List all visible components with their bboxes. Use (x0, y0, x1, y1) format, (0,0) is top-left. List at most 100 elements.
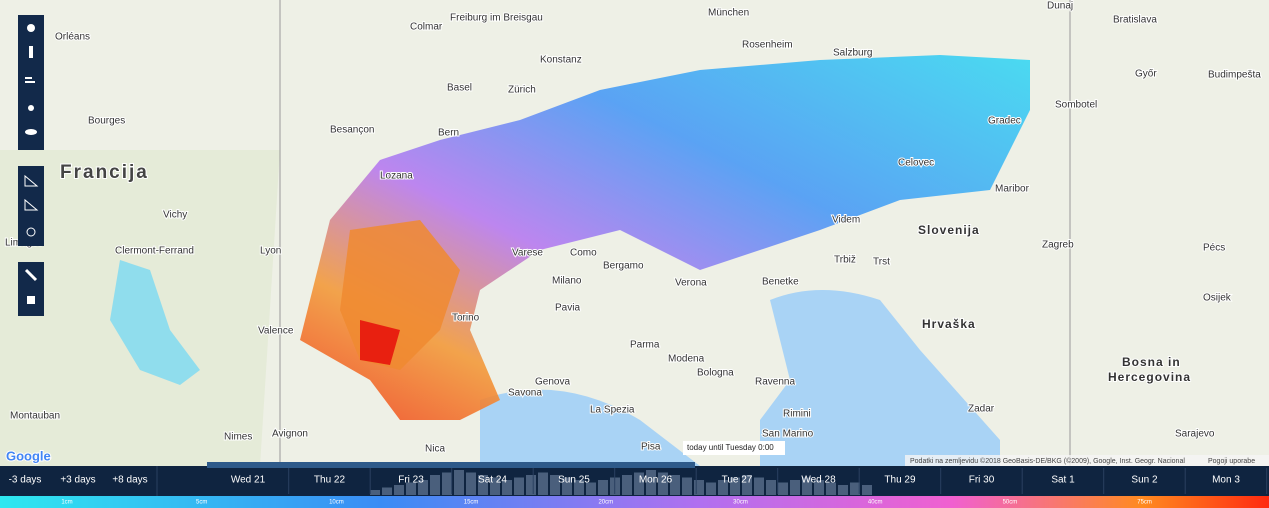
place-label: Osijek (1203, 293, 1232, 304)
wind-icon[interactable] (25, 77, 35, 83)
histogram-bar (430, 475, 440, 495)
day-label[interactable]: Sun 25 (558, 475, 590, 486)
place-label: Milano (552, 276, 582, 287)
place-label: Lyon (260, 246, 281, 257)
place-label: Torino (452, 313, 480, 324)
place-label: Konstanz (540, 55, 582, 66)
timeline-labels: -3 days +3 days +8 days Wed 21 Thu 22 Fri 23 S… (9, 466, 1268, 496)
histogram-bar (526, 475, 536, 495)
range-button[interactable]: -3 days (9, 475, 42, 486)
place-label: Budimpešta (1208, 70, 1261, 81)
day-label[interactable]: Wed 21 (231, 475, 266, 486)
day-label[interactable]: Tue 27 (722, 475, 753, 486)
day-label[interactable]: Wed 28 (801, 475, 836, 486)
day-label[interactable]: Mon 3 (1212, 475, 1240, 486)
place-label: La Spezia (590, 405, 635, 416)
histogram-bar (694, 480, 704, 495)
place-label: Maribor (995, 184, 1030, 195)
histogram-bar (418, 480, 428, 495)
histogram-bar (826, 482, 836, 495)
place-label: Basel (447, 83, 472, 94)
histogram-bar (406, 482, 416, 495)
snow-icon[interactable] (27, 24, 35, 32)
histogram-bar (478, 475, 488, 495)
legend-label: 75cm (1137, 500, 1152, 506)
toolbar (18, 15, 44, 316)
day-label[interactable]: Sun 2 (1131, 475, 1158, 486)
day-label[interactable]: Fri 30 (969, 475, 995, 486)
place-label: Lozana (380, 171, 413, 182)
day-label[interactable]: Sat 1 (1051, 475, 1075, 486)
place-label: Nica (425, 444, 445, 455)
range-button[interactable]: +3 days (60, 475, 95, 486)
aspect-icon[interactable] (24, 198, 39, 211)
snow-area (300, 55, 1030, 420)
histogram-bar (622, 475, 632, 495)
histogram-bar (850, 482, 860, 495)
day-label[interactable]: Sat 24 (478, 475, 507, 486)
sun-icon[interactable] (26, 227, 36, 237)
histogram-bar (502, 480, 512, 495)
histogram-bar (562, 477, 572, 495)
border (279, 0, 1071, 466)
toolbar-group (18, 166, 44, 246)
place-label: Bergamo (603, 261, 644, 272)
slope-icon[interactable] (24, 174, 39, 187)
place-label: Orléans (55, 32, 90, 43)
histogram-bar (814, 480, 824, 495)
day-label[interactable]: Thu 29 (884, 475, 916, 486)
temperature-icon[interactable] (29, 46, 33, 58)
place-label: Trst (873, 257, 890, 268)
country-label: Hrvaška (922, 317, 976, 331)
checkbox-icon[interactable] (27, 296, 35, 304)
histogram-bar (514, 477, 524, 495)
satellite-icon[interactable] (24, 268, 38, 282)
place-label: Pécs (1203, 243, 1225, 254)
legend-label: 50cm (1003, 500, 1018, 506)
timeline-selection (207, 462, 695, 468)
cloud-icon[interactable] (25, 129, 37, 135)
place-label: Valence (258, 326, 294, 337)
histogram-bar (802, 477, 812, 495)
day-label[interactable]: Fri 23 (398, 475, 424, 486)
place-label: Avignon (272, 429, 308, 440)
legend-label: 1cm (61, 500, 72, 506)
place-label: Montauban (10, 411, 60, 422)
histogram-bar (718, 480, 728, 495)
histogram-bar (838, 485, 848, 495)
rain-icon[interactable] (28, 105, 34, 111)
histogram-bar (790, 480, 800, 495)
histogram-bar (646, 470, 656, 495)
day-label[interactable]: Thu 22 (314, 475, 346, 486)
place-label: Pisa (641, 442, 661, 453)
histogram-bar (490, 477, 500, 495)
place-label: München (708, 8, 749, 19)
country-label: Slovenija (918, 223, 980, 237)
country-label: Bosna in (1122, 355, 1181, 369)
day-label[interactable]: Mon 26 (639, 475, 673, 486)
place-label: Como (570, 248, 597, 259)
sea (480, 290, 1000, 466)
histogram-bar (598, 480, 608, 495)
range-button[interactable]: +8 days (112, 475, 147, 486)
place-label: Genova (535, 377, 570, 388)
place-label: Modena (668, 354, 705, 365)
legend-label: 5cm (196, 500, 207, 506)
place-label: Benetke (762, 277, 799, 288)
place-label: Rosenheim (742, 40, 793, 51)
terms-link[interactable]: Pogoji uporabe (1208, 458, 1255, 465)
place-label: Bourges (88, 116, 125, 127)
place-label: Rimini (783, 409, 811, 420)
histogram-bar (466, 472, 476, 495)
place-label: Sombotel (1055, 100, 1097, 111)
place-label: Nimes (224, 432, 252, 443)
histogram-bar (382, 487, 392, 495)
histogram-bar (550, 475, 560, 495)
histogram-bar (670, 475, 680, 495)
country-label: Francija (60, 162, 149, 183)
place-label: Freiburg im Breisgau (450, 13, 543, 24)
place-label: Colmar (410, 22, 443, 33)
place-label: Trbiž (834, 255, 856, 266)
histogram-bar (394, 485, 404, 495)
